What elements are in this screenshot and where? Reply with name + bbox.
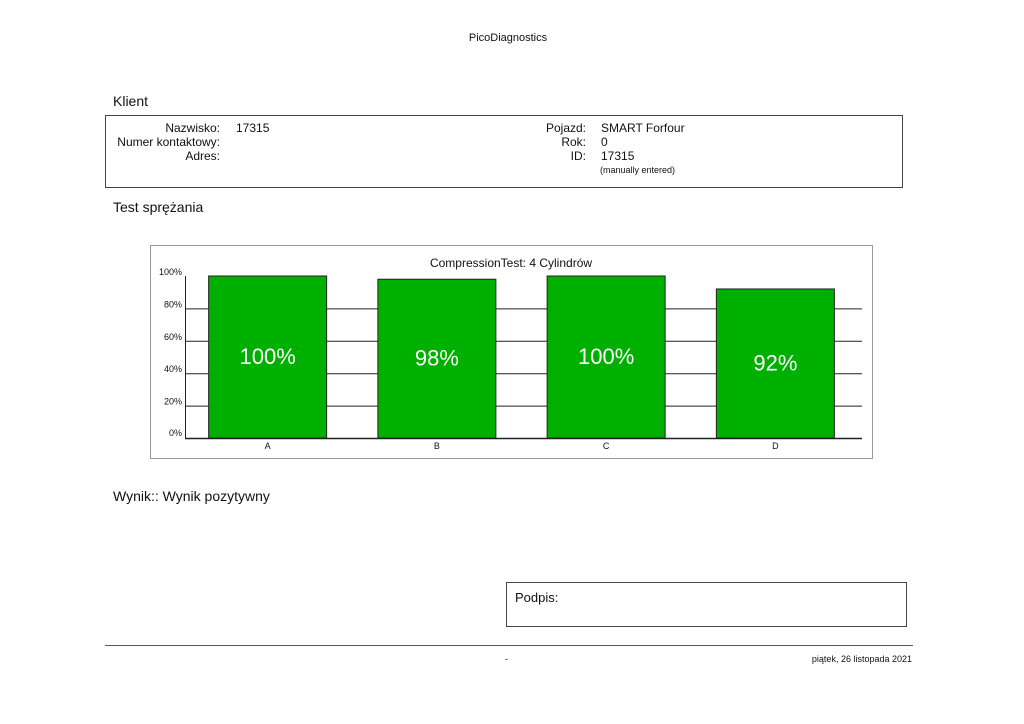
year-value: 0	[601, 135, 608, 149]
bar-value-label: 98%	[415, 346, 459, 371]
id-value: 17315	[601, 149, 635, 163]
surname-value: 17315	[236, 121, 270, 135]
y-tick-label: 20%	[164, 397, 182, 407]
y-tick-label: 40%	[164, 364, 182, 374]
signature-label: Podpis:	[515, 590, 559, 605]
client-section-title: Klient	[113, 93, 149, 109]
bar-value-label: 92%	[753, 350, 797, 375]
bar-C	[546, 275, 666, 439]
contact-label: Numer kontaktowy:	[117, 135, 220, 149]
vehicle-value: SMART Forfour	[601, 121, 685, 135]
x-tick-label: C	[603, 441, 610, 451]
vehicle-label: Pojazd:	[545, 121, 586, 135]
footer-left: -	[505, 654, 508, 664]
chart-title: CompressionTest: 4 Cylindrów	[430, 256, 592, 270]
x-tick-label: D	[772, 441, 779, 451]
y-tick-label: 80%	[164, 299, 182, 309]
address-label: Adres:	[185, 149, 220, 163]
id-note: (manually entered)	[600, 165, 676, 175]
result-text: Wynik:: Wynik pozytywny	[113, 488, 270, 504]
bar-value-label: 100%	[578, 344, 634, 369]
test-section-title: Test sprężania	[113, 199, 204, 215]
x-tick-label: A	[265, 441, 271, 451]
y-tick-label: 0%	[169, 428, 182, 438]
footer-date: piątek, 26 listopada 2021	[811, 654, 912, 664]
bar-A	[208, 275, 328, 439]
y-tick-label: 60%	[164, 332, 182, 342]
footer-divider	[105, 645, 913, 646]
x-tick-label: B	[434, 441, 440, 451]
bar-B	[377, 278, 497, 439]
client-info-box: Nazwisko: 17315 Numer kontaktowy: Adres:…	[105, 115, 903, 188]
id-label: ID:	[570, 149, 586, 163]
signature-box: Podpis:	[506, 582, 907, 627]
bar-D	[715, 288, 835, 439]
bar-value-label: 100%	[239, 344, 295, 369]
y-tick-label: 100%	[159, 267, 182, 277]
report-title: PicoDiagnostics	[468, 32, 548, 44]
surname-label: Nazwisko:	[165, 121, 220, 135]
year-label: Rok:	[561, 135, 586, 149]
